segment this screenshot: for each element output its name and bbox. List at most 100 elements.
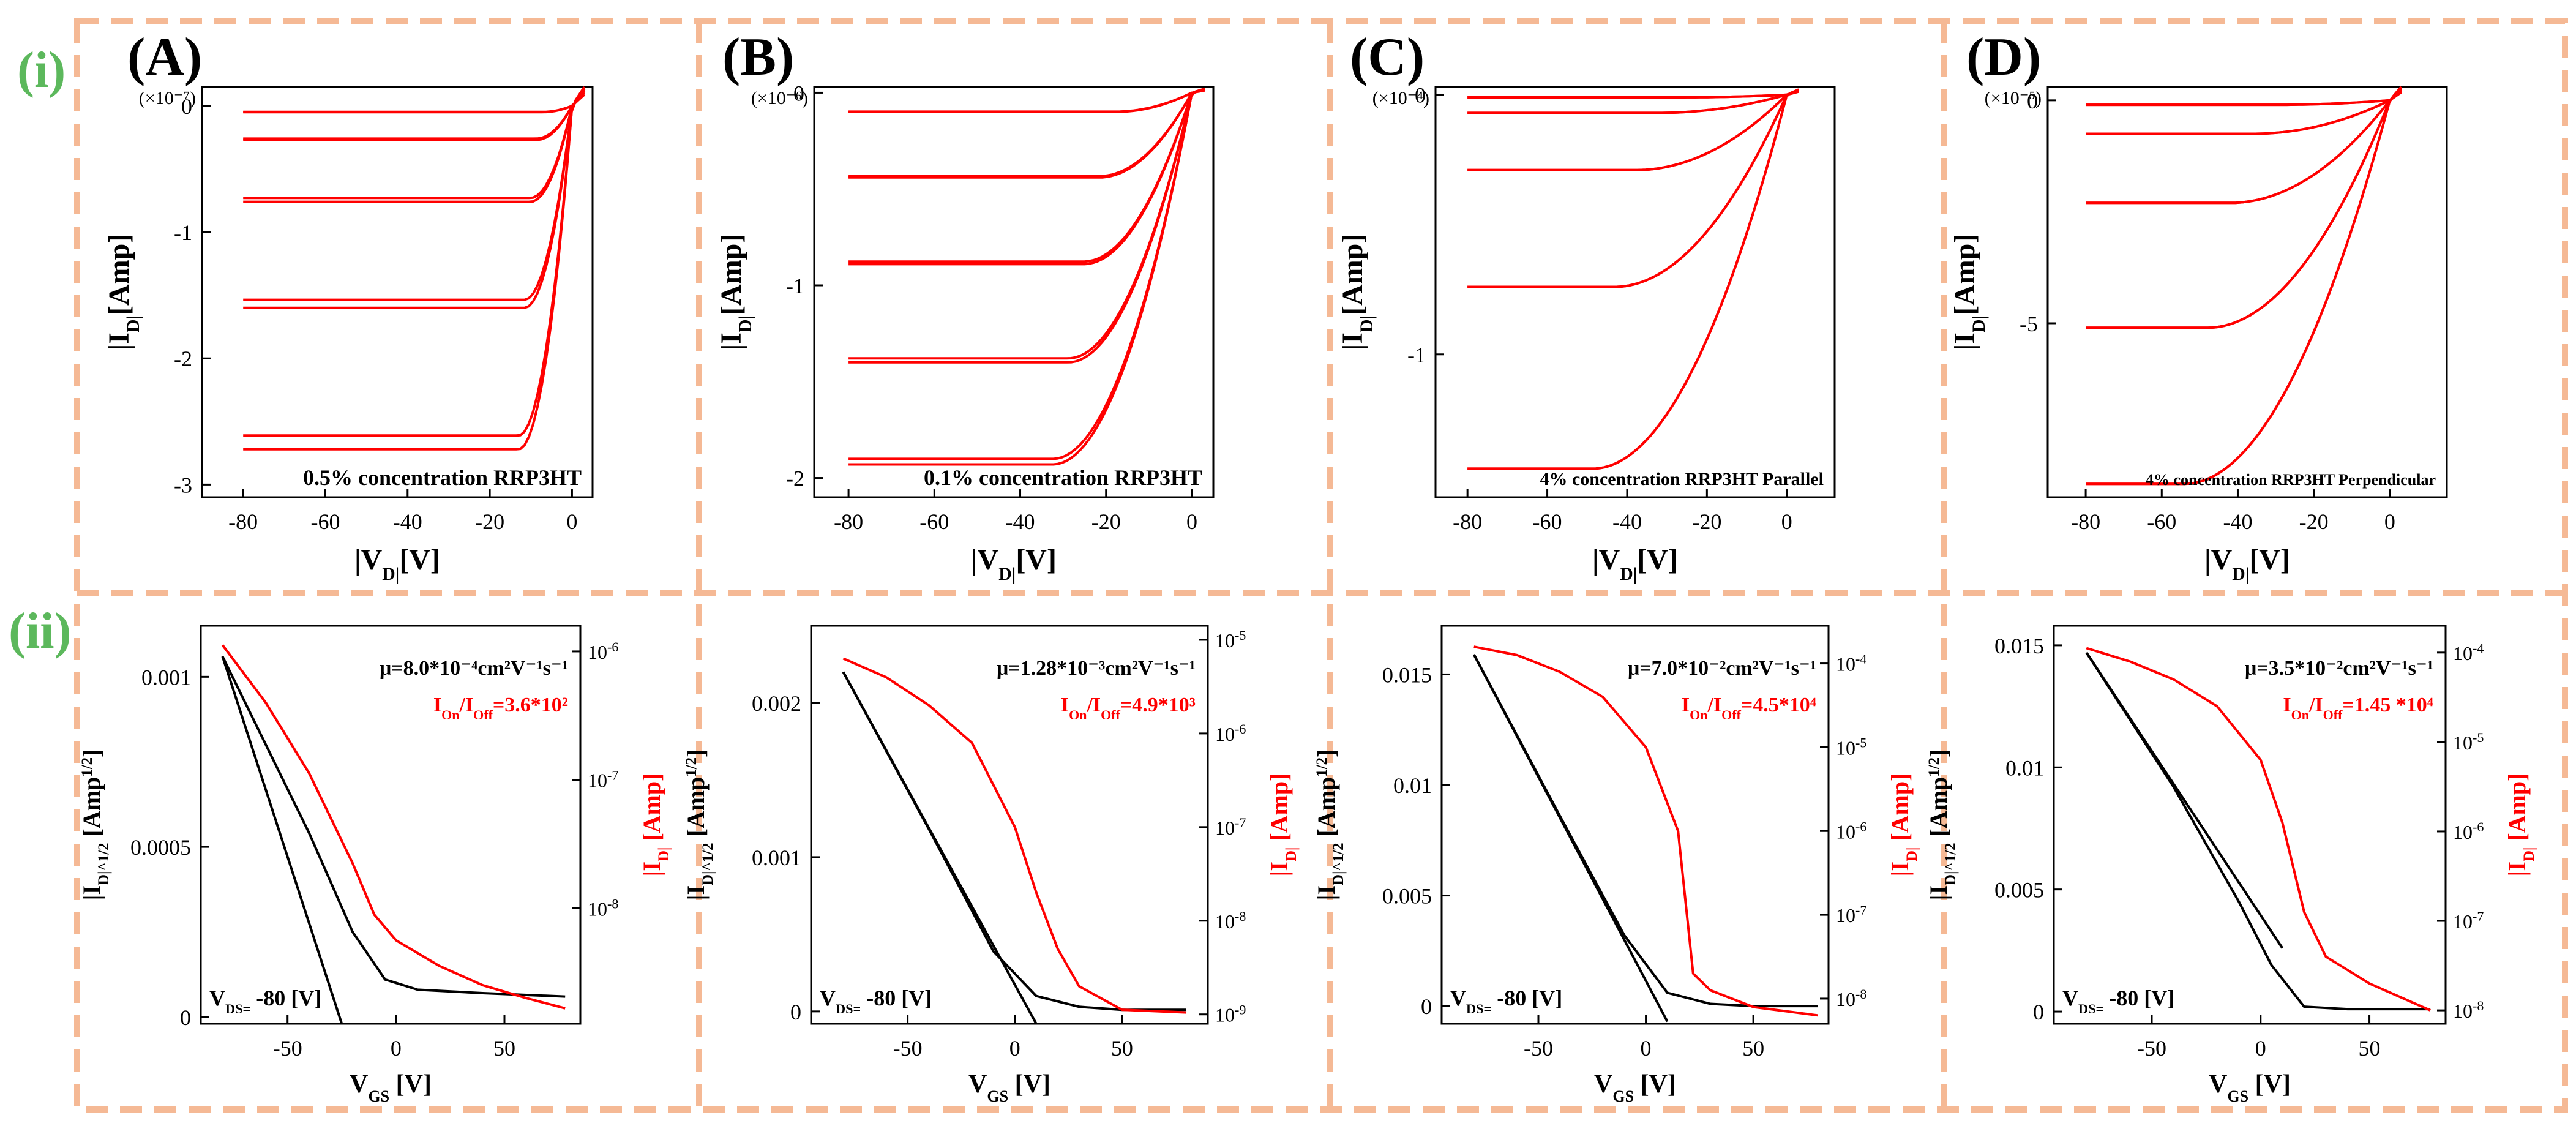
panel-frames [74,18,2568,1113]
output-curve [848,89,1205,179]
y2-tick-label: 10-4 [1836,651,1866,675]
y-tick-label: 0 [1421,994,1432,1019]
output-curve [1467,89,1799,114]
y-tick-label: 0 [2033,1000,2044,1024]
output-curve [848,88,1205,364]
x-axis-label: |VD|[V] [1592,544,1678,584]
x-tick-label: 50 [1742,1036,1764,1060]
on-off-annotation: IOn/IOff=1.45 *10⁴ [2283,694,2433,723]
y-tick-label: -1 [786,274,804,298]
output-curve [2086,88,2402,205]
output-curve [243,91,586,141]
output-curve [243,88,586,301]
output-curve [1467,89,1799,114]
sample-annotation: 4% concentration RRP3HT Parallel [1540,469,1824,489]
y-tick-label: 0.001 [752,846,801,870]
output-curve [243,93,585,114]
x-tick-label: 0 [566,509,577,534]
output-curve [243,88,586,309]
panel-label-b: (B) [722,28,794,87]
x-axis-label: VGS [V] [2209,1070,2291,1105]
output-curve [2086,86,2403,486]
y2-tick-label: 10-7 [2453,909,2484,933]
x-tick-label: 0 [2384,509,2395,534]
chart-Ai: -80 -60 -40 -20 0 0 -1 -2 -3 |VD|[V] |ID|[Amp] (×10… [103,86,594,584]
x-tick-label: 0 [1641,1036,1652,1060]
y-tick-label: 0 [793,81,804,105]
vds-legend: VDS= -80 [V] [209,986,321,1016]
y-multiplier: (×10⁻⁴) [1372,88,1429,108]
on-off-annotation: IOn/IOff=4.9*10³ [1061,694,1196,723]
x-axis-label: |VD|[V] [2204,544,2290,584]
output-curve [243,89,586,203]
on-off-annotation: IOn/IOff=4.5*10⁴ [1682,694,1816,723]
output-curve [1467,88,1800,470]
y-tick-label: 0 [181,94,192,119]
x-axis-label: VGS [V] [350,1070,432,1105]
log-current-curve [2086,647,2431,1012]
x-tick-label: -80 [2071,509,2100,534]
y-axis-label: |ID|^1/2 [Amp1/2] [682,749,716,901]
plot-frame [813,86,1215,498]
output-curve [2086,91,2402,107]
x-tick-label: 50 [2359,1036,2381,1060]
output-curve [2086,86,2403,486]
y-tick-label: 0 [2027,89,2038,113]
row-label-i: (i) [17,42,66,99]
output-curve [848,88,1205,360]
x-tick-label: -50 [273,1036,302,1060]
y-axis-label: |ID|^1/2 [Amp1/2] [1312,749,1347,901]
output-curve [243,86,586,451]
output-curve [1467,89,1799,171]
y-axis-label: |ID|[Amp] [1949,234,1989,351]
sample-annotation: 0.5% concentration RRP3HT [303,465,582,490]
y-tick-label: -1 [1407,343,1426,367]
log-current-curve [221,644,566,1010]
output-curve [1467,89,1800,288]
y-tick-label: 0 [790,1000,801,1024]
x-tick-label: -80 [834,509,863,534]
y-axis-label: |ID|^1/2 [Amp1/2] [78,749,112,901]
y-tick-label: 0.005 [1994,878,2044,903]
y-tick-label: 0.01 [2005,756,2044,780]
row-label-ii: (ii) [9,602,72,659]
chart-Di: -80 -60 -40 -20 0 0 -5 |VD|[V] |ID|[Amp] (×10⁻⁵) 4… [1949,86,2448,584]
y-tick-label: -5 [2020,312,2038,336]
x-tick-label: -40 [1612,509,1642,534]
chart-Bi: -80 -60 -40 -20 0 0 -1 -2 |VD|[V] |ID|[Amp] (×10⁻⁶… [715,81,1215,584]
x-tick-label: 50 [493,1036,515,1060]
mobility-annotation: μ=8.0*10⁻⁴cm²V⁻¹s⁻¹ [380,657,568,680]
y-tick-label: -3 [174,473,192,497]
plot-frame [1440,625,1830,1025]
y-tick-label: 0 [1415,83,1426,108]
vds-legend: VDS= -80 [V] [820,986,932,1016]
plot-frame [2046,86,2448,498]
x-tick-label: -80 [1453,509,1482,534]
y-axis-label: |ID|^1/2 [Amp1/2] [1925,749,1959,901]
frame-outer [74,18,2568,1113]
y-tick-label: 0.015 [1382,662,1432,687]
y-tick-label: 0.0005 [130,835,191,860]
vds-legend: VDS= -80 [V] [1450,986,1562,1016]
vds-legend: VDS= -80 [V] [2062,986,2174,1016]
chart-Dii: -50 0 50 0 0.005 0.01 0.015 VGS [V] |ID|^1/2 [Am… [1925,625,2537,1105]
x-tick-label: -60 [2147,509,2176,534]
x-tick-label: -20 [1091,509,1121,534]
y-tick-label: -2 [786,467,804,491]
sqrt-current-curve [842,671,1186,1012]
mobility-annotation: μ=1.28*10⁻³cm²V⁻¹s⁻¹ [997,657,1196,680]
charts: -80 -60 -40 -20 0 0 -1 -2 -3 |VD|[V] |ID|[Amp] (×10… [78,81,2537,1105]
y2-tick-label: 10-8 [2453,998,2484,1023]
log-current-curve [842,657,1187,1014]
output-curve [848,89,1205,178]
y2-tick-label: 10-6 [2453,819,2484,843]
x-axis-label: VGS [V] [1594,1070,1676,1105]
linear-fit-line [221,656,343,1024]
panel-label-d: (D) [1966,28,2041,87]
y2-tick-label: 10-6 [1215,721,1246,745]
output-curve [2086,90,2402,135]
y2-tick-label: 10-8 [1215,908,1246,933]
output-curve [2086,87,2402,329]
output-curve [243,93,585,113]
plot-frame [200,625,582,1025]
